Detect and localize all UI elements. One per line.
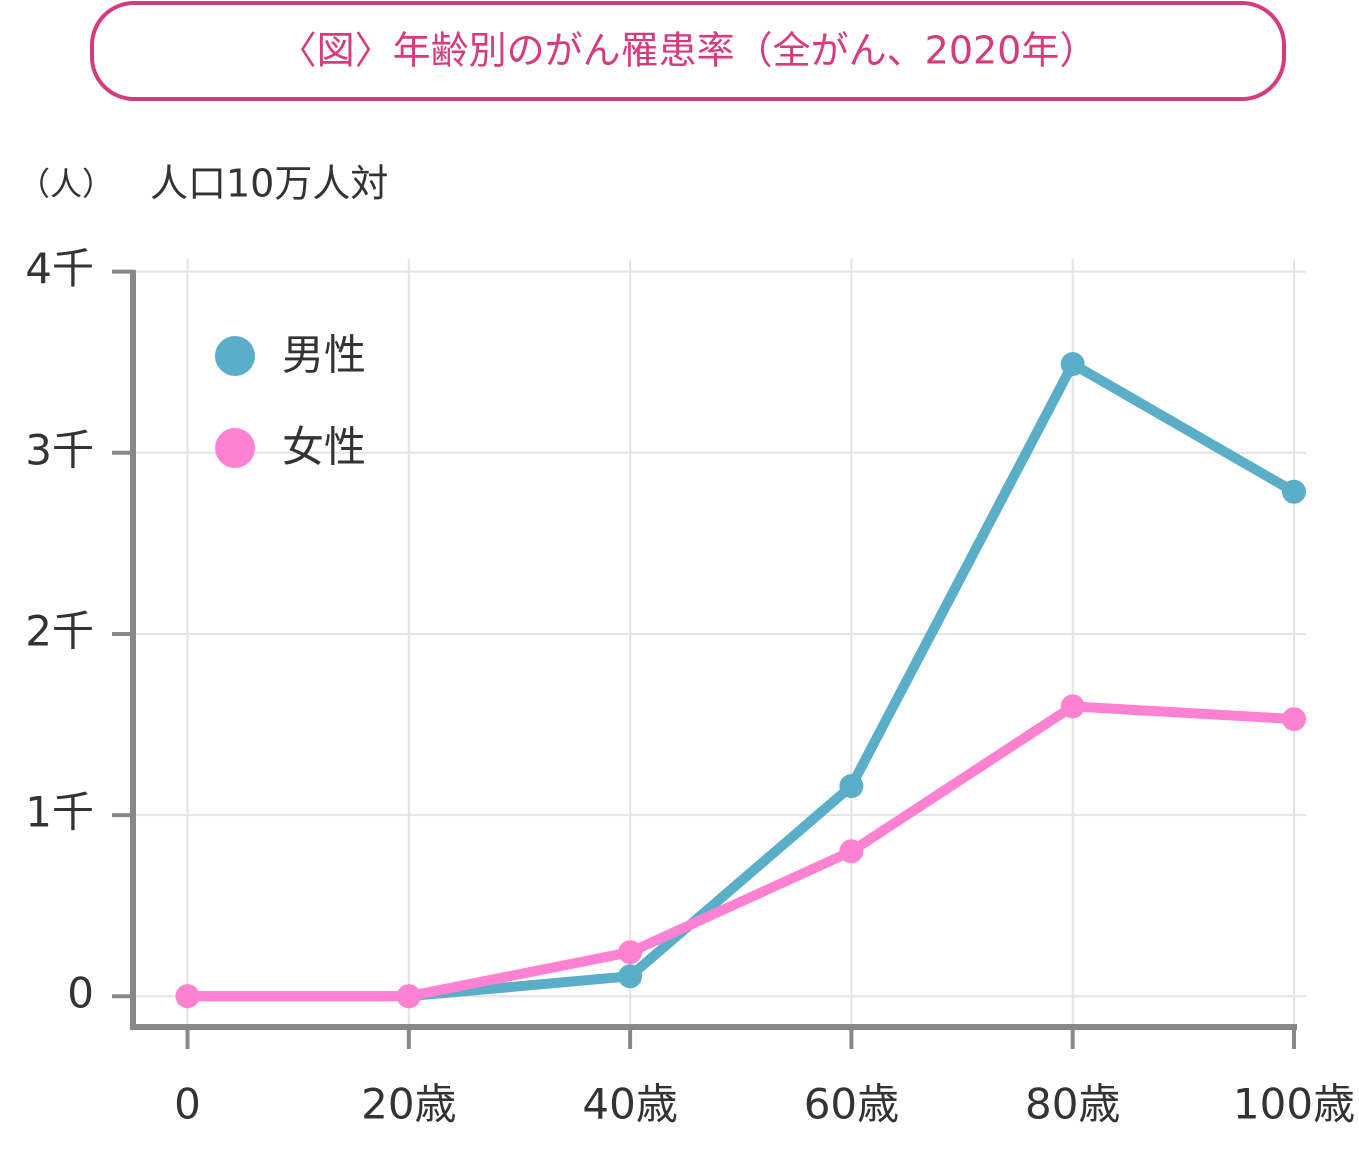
title-box	[90, 1, 1286, 101]
x-tick-label: 20歳	[361, 1080, 456, 1129]
data-point	[1060, 694, 1085, 719]
y-tick-label: 1千	[25, 788, 94, 837]
y-tick-label: 3千	[25, 425, 94, 474]
legend-marker	[215, 428, 255, 468]
data-point	[618, 940, 643, 965]
x-tick-label: 100歳	[1233, 1080, 1355, 1129]
data-point	[839, 839, 864, 864]
data-point	[396, 984, 421, 1009]
y-tick-label: 4千	[25, 244, 94, 293]
y-tick-label: 2千	[25, 606, 94, 655]
y-tick-label: 0	[67, 969, 94, 1018]
data-point	[175, 984, 200, 1009]
data-point	[1282, 707, 1306, 732]
data-point	[1060, 352, 1085, 377]
y-unit: （人）	[18, 165, 114, 203]
legend-marker	[215, 336, 255, 376]
x-tick-label: 0	[174, 1080, 201, 1129]
legend-label: 女性	[282, 423, 366, 472]
x-tick-label: 80歳	[1025, 1080, 1120, 1129]
data-point	[839, 774, 864, 799]
data-point	[1282, 479, 1306, 504]
series-line	[187, 701, 1295, 1002]
chart-title: 〈図〉年齢別のがん罹患率（全がん、2020年）	[279, 29, 1098, 73]
legend-label: 男性	[282, 331, 366, 380]
x-tick-label: 60歳	[804, 1080, 899, 1129]
y-label: 人口10万人対	[150, 162, 388, 206]
x-tick-label: 40歳	[582, 1080, 677, 1129]
data-point	[618, 964, 643, 989]
